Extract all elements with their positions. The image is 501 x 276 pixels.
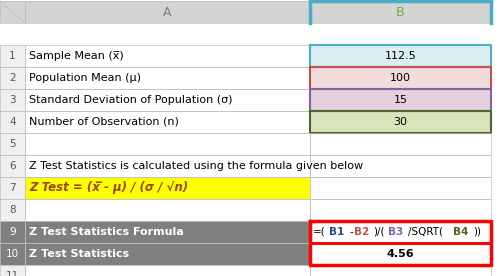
Text: /SQRT(: /SQRT( [408,227,443,237]
Bar [25,243,310,265]
Text: 4.56: 4.56 [387,249,414,259]
Text: 10: 10 [6,249,19,259]
Bar [25,67,310,89]
Text: 30: 30 [393,117,407,127]
Bar [25,177,310,199]
Bar [25,89,310,111]
Bar [0,199,25,221]
Text: Z Test Statistics Formula: Z Test Statistics Formula [29,227,184,237]
Text: B2: B2 [354,227,369,237]
Text: A: A [163,6,172,18]
Bar [25,221,310,243]
Text: )): )) [473,227,481,237]
Text: Population Mean (μ): Population Mean (μ) [29,73,141,83]
Bar [25,111,310,133]
Text: Standard Deviation of Population (σ): Standard Deviation of Population (σ) [29,95,232,105]
Text: 15: 15 [393,95,407,105]
Bar [0,133,25,155]
Bar [310,111,491,133]
Text: 2: 2 [9,73,16,83]
Bar [0,67,25,89]
Text: Sample Mean (x̅): Sample Mean (x̅) [29,51,124,61]
Text: 1: 1 [9,51,16,61]
Bar [310,1,491,23]
Bar [25,265,310,276]
Text: 6: 6 [9,161,16,171]
Bar [0,243,25,265]
Bar [310,265,491,276]
Text: 5: 5 [9,139,16,149]
Bar [25,133,310,155]
Text: 4: 4 [9,117,16,127]
Text: B3: B3 [388,227,404,237]
Text: =(: =( [313,227,326,237]
Bar [310,243,491,265]
Text: Z Test = (x̅ - μ) / (σ / √n): Z Test = (x̅ - μ) / (σ / √n) [29,182,188,195]
Bar [0,177,25,199]
Bar [25,155,310,177]
Text: B1: B1 [330,227,345,237]
Text: 11: 11 [6,271,19,276]
Bar [0,89,25,111]
Bar [0,155,25,177]
Bar [0,45,25,67]
Text: Number of Observation (n): Number of Observation (n) [29,117,179,127]
Bar [310,199,491,221]
Bar [0,265,25,276]
Bar [25,1,310,23]
Text: Z Test Statistics is calculated using the formula given below: Z Test Statistics is calculated using th… [29,161,363,171]
Text: Z Test Statistics: Z Test Statistics [29,249,129,259]
Text: 3: 3 [9,95,16,105]
Bar [0,221,25,243]
Bar [310,67,491,89]
Text: 100: 100 [390,73,411,83]
Text: B4: B4 [453,227,469,237]
Bar [25,199,310,221]
Bar [0,1,25,23]
Bar [25,45,310,67]
Text: )/(: )/( [374,227,385,237]
Text: -: - [349,227,353,237]
Text: 9: 9 [9,227,16,237]
Bar [310,45,491,67]
Text: 7: 7 [9,183,16,193]
Bar [310,221,491,243]
Bar [310,133,491,155]
Text: B: B [396,6,405,18]
Text: 112.5: 112.5 [385,51,416,61]
Bar [0,111,25,133]
Text: 8: 8 [9,205,16,215]
Bar [310,155,491,177]
Bar [310,177,491,199]
Bar [310,89,491,111]
